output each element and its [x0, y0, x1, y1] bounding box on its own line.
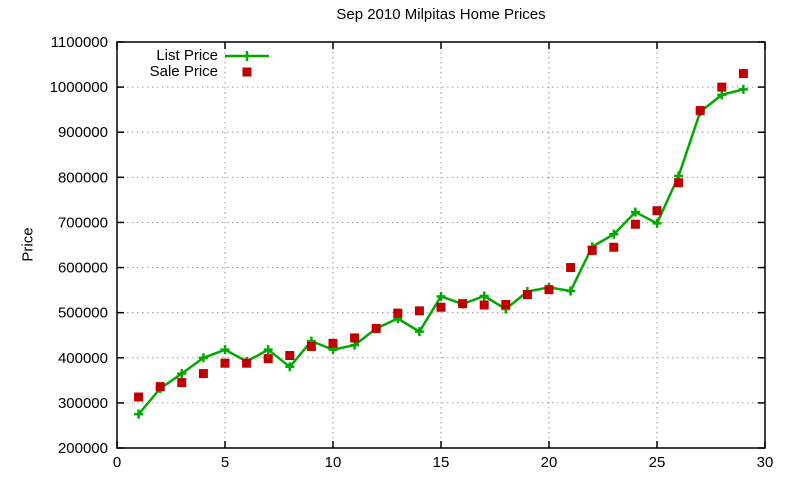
sale-price-marker	[674, 178, 684, 188]
sale-price-marker	[738, 69, 748, 79]
legend-label-sale-price: Sale Price	[149, 63, 218, 80]
sale-price-marker	[630, 219, 640, 229]
legend: List Price Sale Price	[120, 48, 272, 80]
y-tick-label: 1100000	[51, 34, 108, 51]
y-tick-label: 600000	[58, 260, 108, 277]
sale-price-marker	[285, 351, 295, 361]
sale-price-marker	[522, 290, 532, 300]
sale-price-marker	[717, 82, 727, 92]
x-tick-label: 0	[113, 454, 121, 471]
sale-price-marker	[134, 392, 144, 402]
sale-price-marker	[177, 378, 187, 388]
legend-item-list-price: List Price	[120, 48, 272, 64]
sale-price-marker	[242, 358, 252, 368]
sale-price-marker	[350, 333, 360, 343]
y-tick-label: 700000	[58, 214, 108, 231]
sale-price-marker	[566, 263, 576, 273]
x-tick-label: 10	[325, 454, 342, 471]
y-tick-label: 400000	[58, 350, 108, 367]
y-tick-label: 200000	[58, 440, 108, 457]
sale-price-marker	[371, 323, 381, 333]
x-tick-label: 15	[433, 454, 450, 471]
sale-price-marker	[501, 300, 511, 310]
x-tick-label: 25	[649, 454, 666, 471]
y-axis-label: Price	[19, 227, 37, 262]
sale-price-marker	[436, 302, 446, 312]
x-tick-label: 30	[757, 454, 774, 471]
x-tick-label: 5	[221, 454, 229, 471]
y-tick-label: 300000	[58, 395, 108, 412]
sale-price-square-sample	[242, 67, 252, 77]
list-price-line-sample	[225, 51, 269, 61]
sale-price-marker	[652, 206, 662, 216]
sale-price-marker	[695, 106, 705, 116]
sale-price-marker	[393, 308, 403, 318]
sale-price-marker	[458, 299, 468, 309]
y-tick-label: 500000	[58, 305, 108, 322]
y-tick-label: 800000	[58, 169, 108, 186]
sale-price-marker	[328, 338, 338, 348]
sale-price-marker	[155, 382, 165, 392]
legend-label-list-price: List Price	[156, 47, 218, 64]
legend-item-sale-price: Sale Price	[120, 64, 272, 80]
sale-price-marker	[609, 242, 619, 252]
chart-title: Sep 2010 Milpitas Home Prices	[336, 6, 546, 23]
sale-price-marker	[544, 285, 554, 295]
sale-price-marker	[198, 369, 208, 379]
y-tick-label: 1000000	[50, 79, 108, 96]
sale-price-marker	[479, 300, 489, 310]
sale-price-marker	[220, 358, 230, 368]
sale-price-marker	[414, 306, 424, 316]
y-tick-label: 900000	[58, 124, 108, 141]
sale-price-marker	[263, 354, 273, 364]
sale-price-marker	[587, 245, 597, 255]
sale-price-marker	[306, 342, 316, 351]
x-tick-label: 20	[541, 454, 558, 471]
